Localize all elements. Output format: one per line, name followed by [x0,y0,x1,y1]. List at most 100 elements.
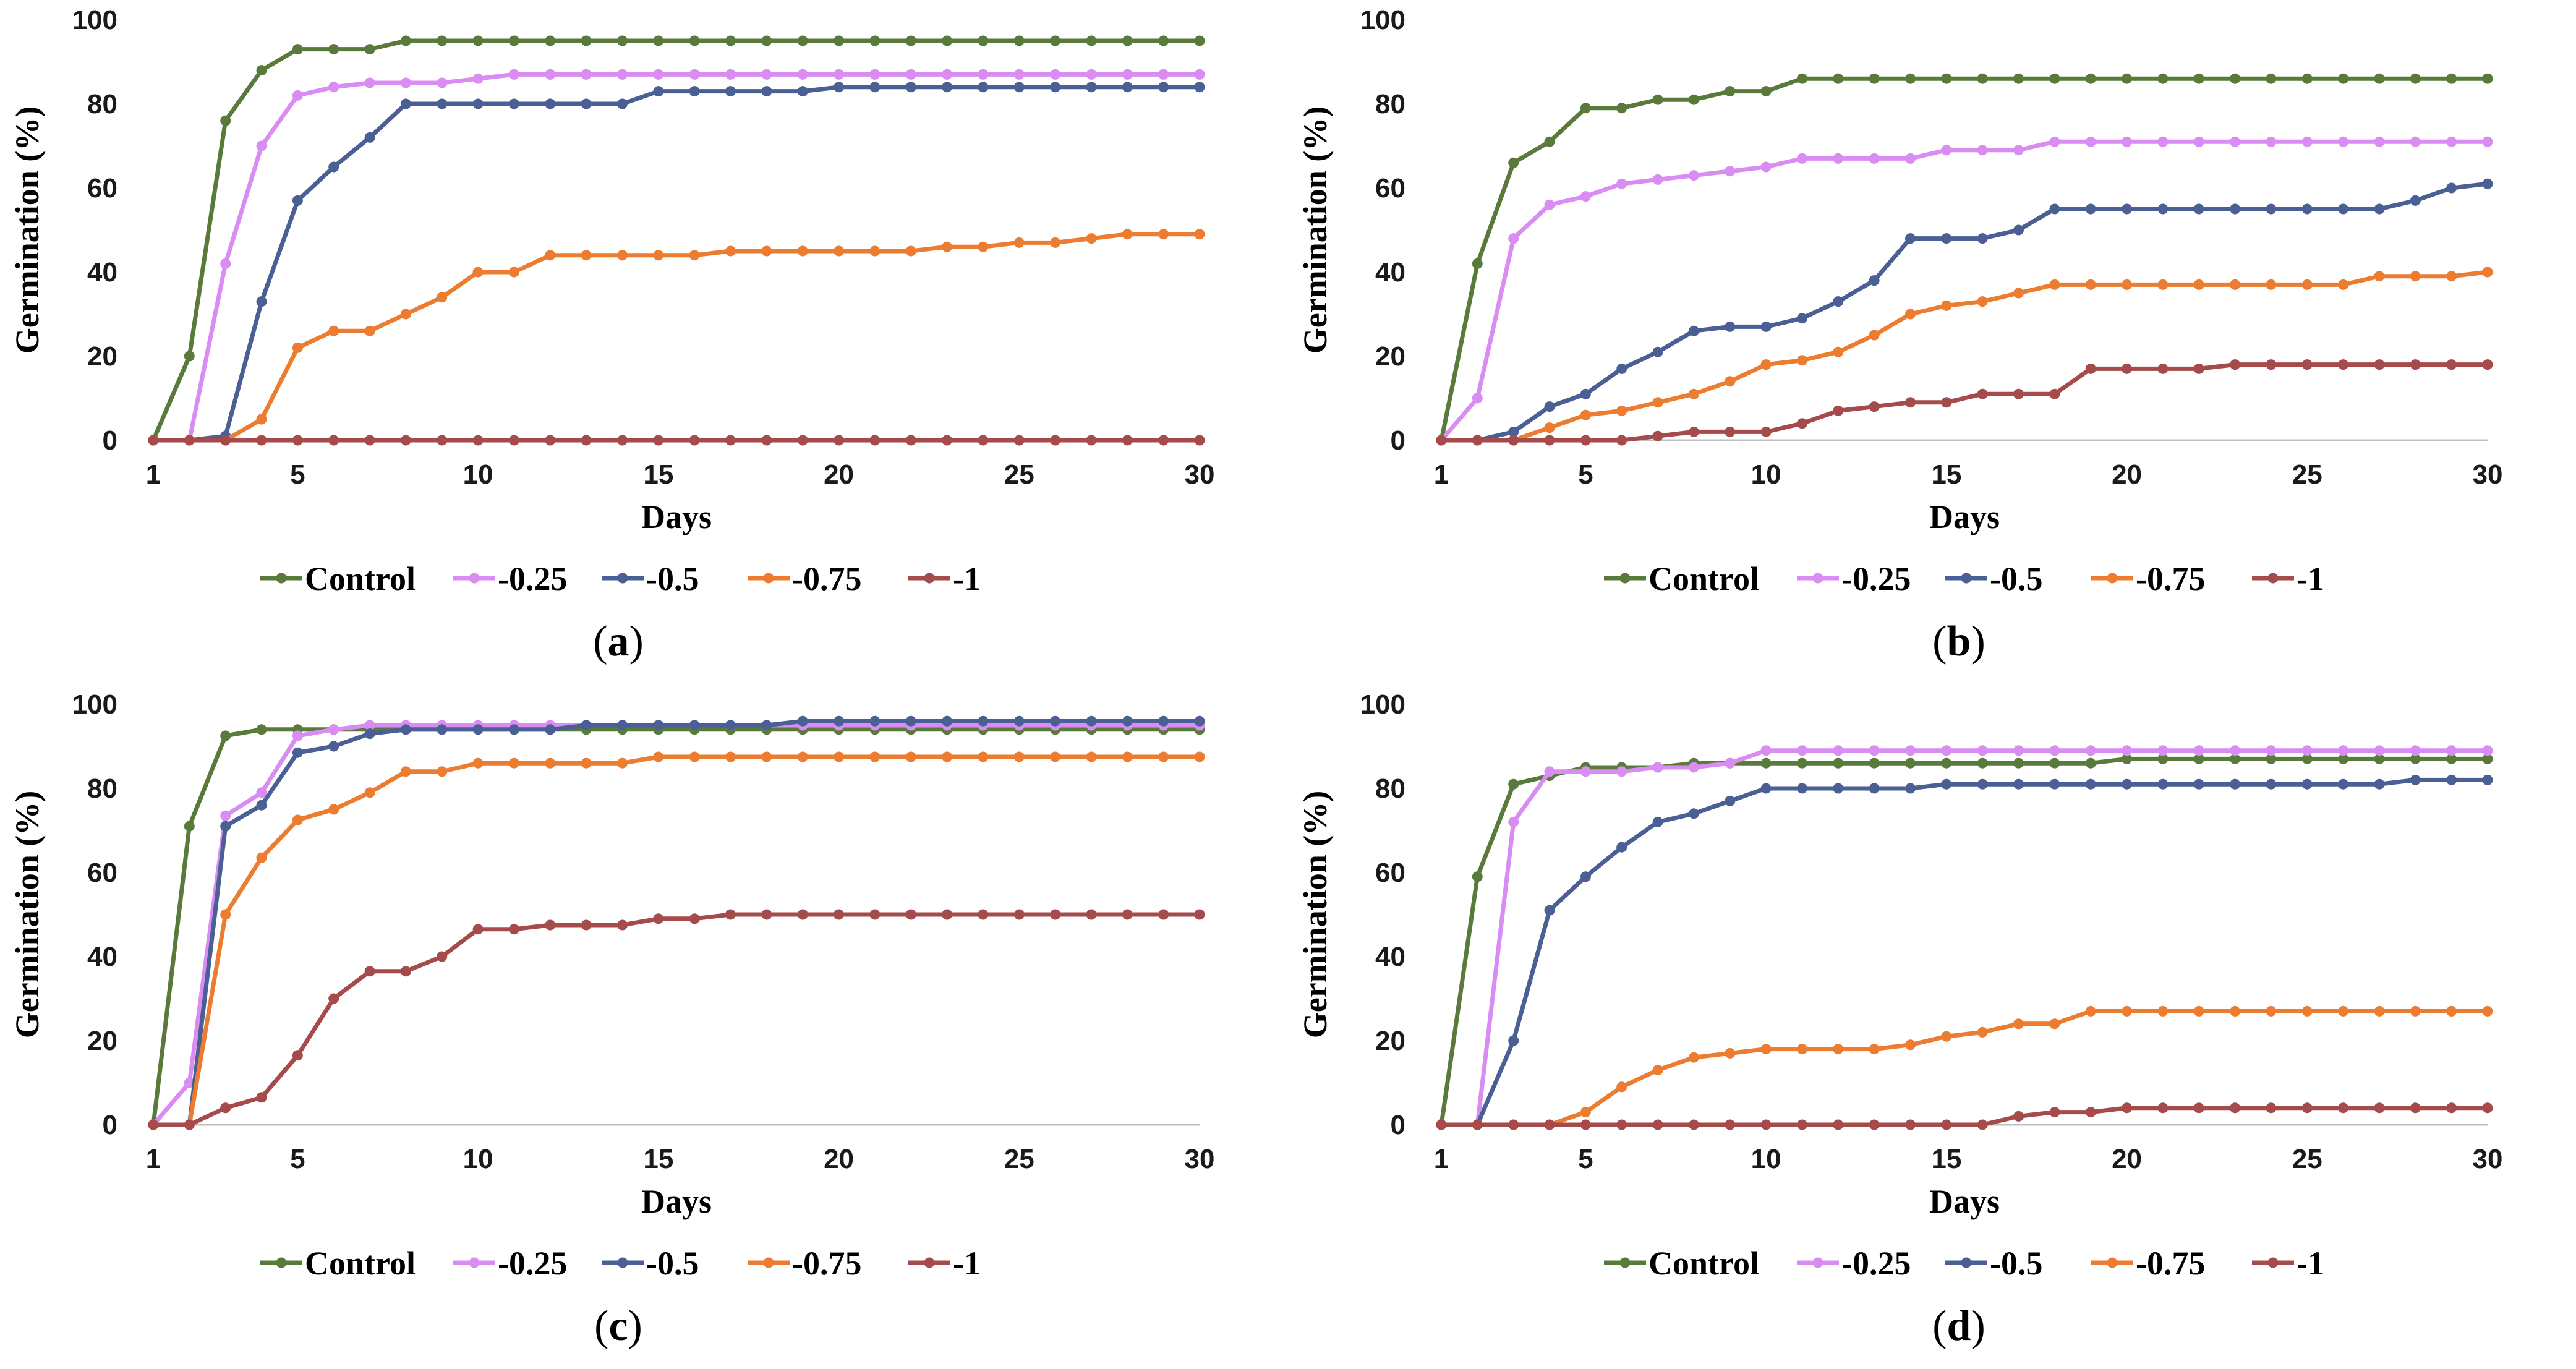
data-point [1194,82,1205,93]
series--1 [1436,359,2493,446]
series--0.25 [1436,745,2493,1130]
data-point [2374,1005,2385,1017]
data-point [2301,203,2313,215]
data-point [1158,229,1169,240]
data-point [978,82,989,93]
data-point [761,245,772,257]
data-point [2049,279,2060,290]
data-point [1905,233,1916,244]
data-point [328,82,339,93]
series-line [1439,270,2490,443]
y-tick-label: 40 [1375,942,1405,972]
data-point [653,720,664,731]
data-point [797,435,808,446]
data-point [2157,1005,2169,1017]
data-point [797,909,808,920]
data-point [256,140,267,151]
data-point [2049,757,2060,769]
y-tick-label: 60 [1375,173,1405,203]
data-point [2157,363,2169,374]
data-point [1544,766,1555,777]
data-point [1616,1119,1627,1130]
data-point [2013,388,2024,399]
data-point [437,951,448,962]
data-point [1833,346,1844,357]
series--1 [148,909,1205,1130]
legend-label: -0.25 [1841,1245,1911,1282]
data-point [400,98,411,109]
data-point [437,435,448,446]
data-point [437,292,448,303]
data-point [2049,73,2060,84]
y-tick-label: 20 [1375,1026,1405,1056]
series-Control [148,724,1205,1130]
data-point [942,69,953,80]
data-point [905,69,916,80]
panel-caption: (d) [1932,1302,1985,1350]
data-point [1725,757,1736,769]
data-point [437,724,448,735]
data-point [1652,762,1663,773]
data-point [2446,753,2457,764]
y-tick-label: 40 [1375,257,1405,288]
y-tick-label: 20 [87,1026,117,1056]
data-point [256,787,267,798]
data-point [2410,753,2421,764]
legend-label: -1 [953,1245,981,1282]
data-point [256,852,267,863]
legend-swatch-marker [469,1257,480,1268]
x-tick-label: 30 [1185,459,1215,490]
data-point [1941,1119,1952,1130]
data-point [1905,783,1916,794]
data-point [364,325,375,336]
data-point [2085,136,2096,147]
data-point [1941,1031,1952,1042]
data-point [1977,1026,1988,1038]
data-point [256,800,267,811]
legend-label: -0.25 [1841,560,1911,597]
data-point [1652,174,1663,185]
data-point [905,751,916,762]
y-tick-label: 100 [72,5,117,35]
data-point [978,241,989,252]
data-point [1013,715,1025,727]
data-point [1869,275,1880,286]
chart-panel-b: 0 20 40 60 80 100 1 5 10 15 20 25 30 Days Germination … [1288,0,2576,685]
data-point [2122,745,2133,756]
x-tick-label: 1 [1434,1144,1449,1174]
x-tick-label: 1 [1434,459,1449,490]
data-point [400,966,411,977]
data-point [1508,435,1519,446]
data-point [328,161,339,173]
data-point [2374,136,2385,147]
data-point [942,751,953,762]
data-point [2482,359,2493,370]
data-point [2266,203,2277,215]
data-point [1508,778,1519,790]
legend-label: -0.5 [1990,1245,2042,1282]
data-point [1122,435,1133,446]
data-point [1833,73,1844,84]
data-point [617,250,628,261]
data-point [761,35,772,46]
data-point [1688,1052,1699,1063]
data-point [220,909,231,920]
series-line [1439,1106,2490,1127]
data-point [653,86,664,97]
data-point [725,909,736,920]
data-point [1796,355,1807,366]
legend-label: -0.5 [646,560,699,597]
legend-item: -1 [2252,1245,2324,1282]
data-point [1158,35,1169,46]
data-point [2301,778,2313,790]
data-point [2374,745,2385,756]
chart-panel-c: 0 20 40 60 80 100 1 5 10 15 20 25 30 Days Germination … [0,685,1288,1369]
data-point [328,804,339,815]
data-point [1013,435,1025,446]
y-tick-label: 100 [1360,689,1405,720]
data-point [2049,388,2060,399]
data-point [1122,82,1133,93]
data-point [2410,195,2421,206]
legend-item: -0.25 [1797,560,1911,597]
